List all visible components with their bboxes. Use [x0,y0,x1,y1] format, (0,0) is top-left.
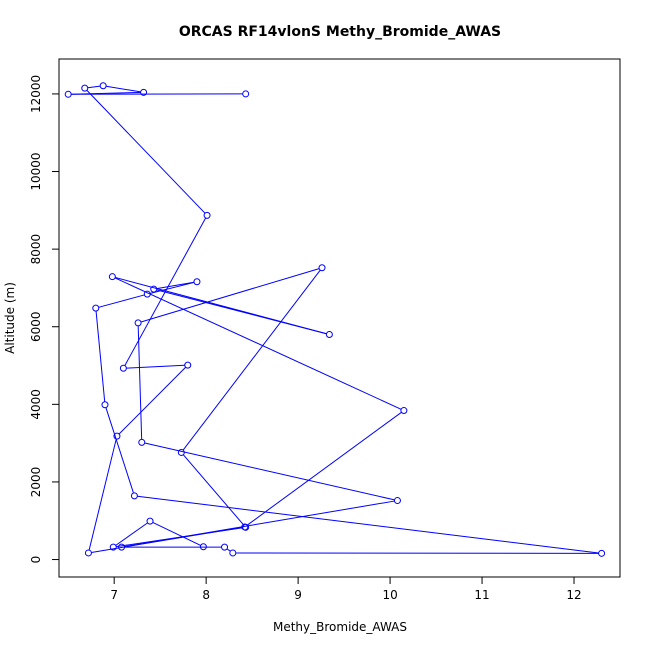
data-point [221,543,229,551]
series-segment [140,268,320,323]
series-segment [182,269,321,451]
data-point [318,264,326,272]
data-point [130,492,138,500]
data-point [199,543,207,551]
data-point [92,304,100,312]
y-tick-label: 6000 [29,311,43,342]
data-point [138,438,146,446]
data-point [134,319,142,327]
series-segment [98,294,145,308]
data-point [150,285,158,293]
y-tick-label: 4000 [29,389,43,420]
data-point [393,497,401,505]
data-point [242,523,250,531]
data-point [193,278,201,286]
series-segment [126,364,185,369]
x-tick-label: 12 [566,588,581,602]
series-segment [114,277,402,410]
series-segment [115,522,148,546]
data-point [113,432,121,440]
x-tick-label: 8 [202,588,210,602]
y-tick-label: 0 [29,556,43,564]
series-segment [106,85,141,93]
data-point [400,407,408,415]
x-axis: 7 8 9 10 11 12 [110,576,582,602]
y-axis: 0 2000 4000 6000 8000 10000 12000 [29,75,60,564]
series-segment [144,442,395,501]
series-segment [116,527,243,548]
series-segment [246,411,402,526]
series-group [64,82,606,557]
series-segment [226,548,231,552]
data-point [99,82,107,90]
series-segment [87,85,101,89]
x-tick-label: 11 [474,588,489,602]
data-point [108,273,116,281]
x-tick-label: 10 [382,588,397,602]
series-segment [118,366,186,435]
series-segment [88,438,117,551]
data-point [64,90,72,98]
x-axis-label: Methy_Bromide_AWAS [273,620,407,634]
series-segment [95,311,106,402]
data-point [177,448,185,456]
series-segment [137,495,599,554]
series-segment [137,325,143,440]
y-axis-label: Altitude (m) [3,282,17,354]
x-tick-label: 9 [294,588,302,602]
data-point [118,543,126,551]
data-point [184,361,192,369]
data-point [140,88,148,96]
data-point [325,330,333,338]
series-segment [182,454,245,526]
series-segment [156,281,195,290]
data-point [203,211,211,219]
data-point [81,84,89,92]
series-segment [71,91,141,95]
data-point [84,549,92,557]
y-tick-label: 2000 [29,467,43,498]
data-point [242,90,250,98]
series-segment [152,521,201,546]
data-point [143,290,151,298]
data-point [146,517,154,525]
data-point [109,543,117,551]
y-tick-label: 8000 [29,234,43,265]
chart-title: ORCAS RF14vlonS Methy_Bromide_AWAS [179,24,501,40]
data-point [119,364,127,372]
series-segment [150,281,195,294]
data-point [101,401,109,409]
y-tick-label: 12000 [29,75,43,113]
x-tick-label: 7 [110,588,118,602]
series-segment [156,289,327,335]
data-point [598,549,606,557]
series-segment [86,89,206,214]
series-segment [105,407,134,494]
y-tick-label: 10000 [29,152,43,190]
data-point [229,549,237,557]
